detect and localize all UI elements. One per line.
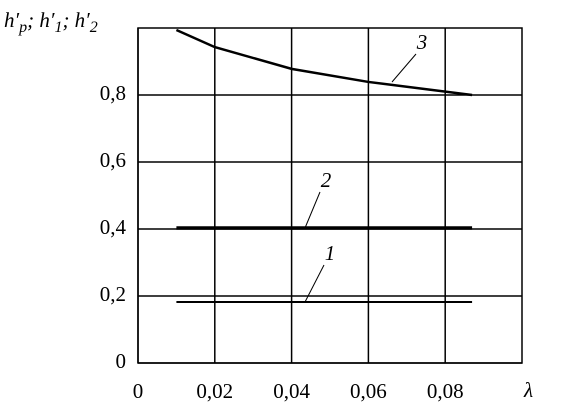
y-label-part: ; h′ xyxy=(62,8,90,32)
x-tick-label: 0,08 xyxy=(427,379,464,403)
y-tick-label: 0,2 xyxy=(100,282,126,306)
leader-line xyxy=(304,264,325,303)
y-tick-label: 0 xyxy=(116,349,127,373)
series-line xyxy=(175,28,473,97)
x-tick-label: 0,02 xyxy=(196,379,233,403)
x-axis-label: λ xyxy=(523,378,533,402)
y-tick-label: 0,4 xyxy=(100,215,127,239)
series-label: 3 xyxy=(416,30,428,54)
series-label: 1 xyxy=(325,241,336,265)
y-tick-label: 0,8 xyxy=(100,81,126,105)
x-tick-label: 0,04 xyxy=(273,379,310,403)
series-label: 2 xyxy=(321,168,332,192)
y-label-part: ; h′ xyxy=(27,8,55,32)
x-tick-label: 0,06 xyxy=(350,379,387,403)
leader-line xyxy=(304,191,321,229)
leader-line xyxy=(391,53,417,83)
y-label-subscript: p xyxy=(18,19,27,36)
plot-frame xyxy=(137,27,523,364)
y-tick-label: 0,6 xyxy=(100,148,126,172)
y-label-subscript: 2 xyxy=(90,19,98,36)
y-label-subscript: 1 xyxy=(54,19,62,36)
y-label-part: h′ xyxy=(4,8,20,32)
y-axis-label: h′p; h′1; h′2 xyxy=(4,8,98,36)
x-tick-label: 0 xyxy=(133,379,144,403)
